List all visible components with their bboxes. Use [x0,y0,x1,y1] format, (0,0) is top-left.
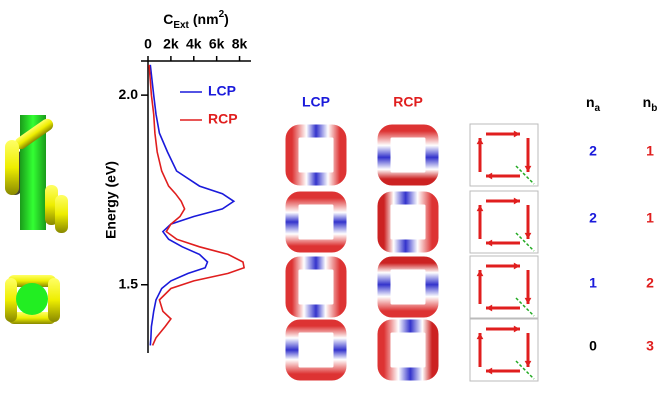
gap-marker [515,165,535,185]
gap-marker [515,360,535,380]
arrow-head [476,333,484,340]
field-map-ring [285,319,347,381]
structure-illustration [5,115,68,324]
arrow-head [524,232,532,239]
x-axis-title: CExt (nm2) [163,9,229,31]
x-title-sup: 2 [219,9,225,20]
field-map-ring [285,191,347,253]
arrow-head [513,197,520,205]
arrow-head [513,130,520,138]
arrow-head [513,262,520,270]
field-map-ring [377,319,439,381]
field-map-ring [285,124,347,186]
x-tick-label: 4k [186,36,202,52]
arrow-head [513,325,520,333]
y-tick-label: 1.5 [119,275,139,291]
x-tick-label: 2k [163,36,179,52]
panel-header: RCP [393,94,423,110]
arrow-head [476,138,484,145]
table-cell: 1 [589,275,597,291]
gap-marker [515,232,535,252]
table-cell: 0 [589,338,597,354]
table-cell: 2 [589,143,597,159]
arrow-head [476,270,484,277]
x-tick-label: 0 [144,36,152,52]
table-header: na [586,94,601,114]
x-tick-label: 6k [209,36,225,52]
arrow-head [486,367,493,375]
arrow-head [486,172,493,180]
arrow-head [524,360,532,367]
arrow-head [524,297,532,304]
x-title-close: ) [224,11,229,27]
table-header-main: n [586,94,595,110]
x-tick-label: 8k [232,36,248,52]
table-cell: 3 [646,338,654,354]
table-header: nb [643,94,658,114]
arrow-head [486,239,493,247]
arrow-head [524,165,532,172]
arrow-head [486,304,493,312]
x-title-unit: (nm [193,11,219,27]
arrow-head [476,205,484,212]
y-tick-label: 2.0 [119,86,139,102]
table-header-sub: a [595,103,601,114]
field-map-ring [377,191,439,253]
legend-label: LCP [208,83,236,99]
table-cell: 1 [646,210,654,226]
table-header-main: n [643,94,652,110]
x-title-sub: Ext [173,20,189,31]
table-cell: 1 [646,143,654,159]
field-map-ring [285,256,347,318]
panel-header: LCP [302,94,330,110]
field-map-ring [377,124,439,186]
legend-label: RCP [208,111,238,127]
gap-marker [515,297,535,317]
line-series [148,64,246,346]
table-cell: 2 [646,275,654,291]
line-series [149,64,236,346]
table-header-sub: b [651,103,657,114]
table-cell: 2 [589,210,597,226]
y-axis-title: Energy (eV) [103,161,119,239]
x-title-main: C [163,11,173,27]
field-map-ring [377,256,439,318]
